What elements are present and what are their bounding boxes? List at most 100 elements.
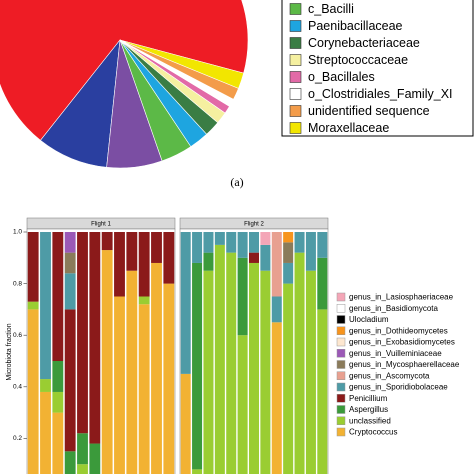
bar-segment bbox=[138, 304, 150, 474]
legend-label: genus_in_Dothideomycetes bbox=[349, 326, 448, 335]
bar-segment bbox=[52, 232, 64, 361]
panel-frame bbox=[26, 228, 176, 474]
bar-segment bbox=[260, 270, 271, 474]
bar-segment bbox=[203, 232, 214, 253]
bar-segment bbox=[271, 232, 282, 297]
pie-slice bbox=[0, 0, 249, 141]
legend-swatch bbox=[289, 71, 302, 83]
bar-segment bbox=[163, 232, 175, 284]
bar-segment bbox=[77, 464, 88, 474]
bar-segment bbox=[237, 257, 248, 336]
bar-segment bbox=[163, 283, 175, 474]
bar-segment bbox=[52, 391, 64, 413]
legend-label: Penicillium bbox=[349, 394, 388, 403]
legend-swatch bbox=[336, 315, 346, 324]
bar-segment bbox=[214, 232, 225, 245]
bar-segment bbox=[40, 391, 51, 474]
bar-segment bbox=[126, 270, 138, 474]
bar-segment bbox=[101, 250, 113, 474]
legend-swatch bbox=[289, 88, 302, 100]
bar-segment bbox=[283, 242, 294, 263]
legend-label: o_Clostridiales_Family_XI bbox=[308, 87, 453, 101]
bar-segment bbox=[214, 244, 225, 474]
legend-swatch bbox=[336, 371, 346, 380]
bar-segment bbox=[203, 252, 214, 271]
legend-label: genus_in_Exobasidiomycetes bbox=[349, 338, 455, 347]
bar-segment bbox=[64, 273, 76, 310]
legend-label: Moraxellaceae bbox=[308, 121, 389, 135]
y-tick-label: 0.2 bbox=[13, 435, 22, 442]
bar-segment bbox=[180, 232, 191, 374]
bar-segment bbox=[248, 232, 260, 253]
legend-swatch bbox=[336, 304, 346, 313]
bar-segment bbox=[114, 296, 125, 474]
legend-swatch bbox=[289, 122, 302, 134]
bar-segment bbox=[40, 379, 51, 392]
legend-swatch bbox=[336, 326, 346, 335]
bar-segment bbox=[27, 309, 39, 474]
bar-segment bbox=[138, 296, 150, 305]
bar-segment bbox=[138, 232, 150, 297]
bar-segment bbox=[260, 244, 271, 271]
legend-swatch bbox=[336, 394, 346, 403]
legend-label: genus_in_Sporidiobolaceae bbox=[349, 383, 448, 392]
pie-legend-box bbox=[281, 0, 474, 137]
y-tick-label: 0.4 bbox=[13, 384, 22, 391]
panel-title: Flight 1 bbox=[91, 222, 111, 228]
bar-segment bbox=[27, 301, 39, 310]
legend-swatch bbox=[336, 337, 346, 347]
bar-segment bbox=[305, 270, 316, 474]
bar-segment bbox=[237, 335, 248, 474]
bar-segment bbox=[283, 232, 294, 243]
bar-segment bbox=[226, 252, 237, 474]
legend-swatch bbox=[336, 382, 346, 392]
legend-label: o_Bacillales bbox=[308, 70, 375, 84]
bar-segment bbox=[151, 232, 162, 263]
legend-swatch bbox=[336, 292, 346, 302]
bar-segment bbox=[260, 232, 271, 245]
y-axis-label: Microbiota fraction bbox=[6, 323, 13, 380]
bar-segment bbox=[248, 262, 260, 474]
legend-swatch bbox=[336, 427, 346, 437]
bar-segment bbox=[77, 232, 88, 434]
bar-segment bbox=[101, 232, 113, 251]
bar-segment bbox=[40, 232, 51, 380]
bar-segment bbox=[226, 232, 237, 253]
bar-segment bbox=[192, 469, 203, 474]
bar-segment bbox=[64, 252, 76, 274]
legend-swatch bbox=[336, 405, 346, 414]
bar-segment bbox=[203, 270, 214, 474]
bar-segment bbox=[294, 252, 305, 474]
bar-segment bbox=[192, 262, 203, 470]
legend-label: genus_in_Basidiomycota bbox=[349, 304, 438, 313]
legend-swatch bbox=[336, 349, 346, 358]
legend-label: unidentified sequence bbox=[308, 104, 430, 118]
bar-segment bbox=[27, 232, 39, 302]
bar-segment bbox=[305, 232, 316, 271]
bar-segment bbox=[317, 232, 328, 258]
bar-segment bbox=[271, 322, 282, 474]
bar-segment bbox=[114, 232, 125, 297]
y-tick-label: 0.8 bbox=[13, 280, 22, 287]
legend-swatch bbox=[336, 360, 346, 369]
bar-segment bbox=[283, 283, 294, 474]
bar-segment bbox=[180, 373, 191, 474]
bar-segment bbox=[52, 412, 64, 474]
bar-segment bbox=[151, 262, 162, 474]
legend-swatch bbox=[289, 3, 302, 15]
bar-segment bbox=[64, 309, 76, 452]
legend-label: genus_in_Ascomycota bbox=[349, 371, 430, 380]
legend-swatch bbox=[289, 37, 302, 49]
bar-segment bbox=[126, 232, 138, 271]
bar-segment bbox=[317, 309, 328, 474]
bar-segment bbox=[77, 433, 88, 465]
bar-segment bbox=[64, 451, 76, 474]
bar-segment bbox=[52, 361, 64, 392]
bar-segment bbox=[89, 232, 101, 444]
legend-label: genus_in_Lasiosphaeriaceae bbox=[349, 293, 454, 302]
bar-segment bbox=[89, 443, 101, 474]
bar-segment bbox=[317, 257, 328, 310]
y-tick-label: 0.6 bbox=[13, 332, 22, 339]
